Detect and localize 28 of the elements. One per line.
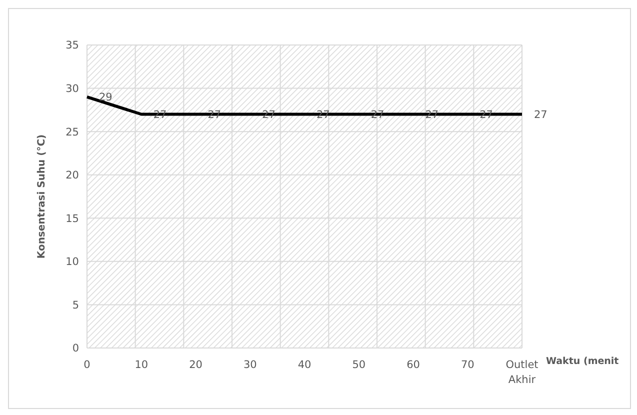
data-label: 27 [153, 108, 167, 121]
x-tick-label: Outlet Akhir [506, 359, 538, 386]
x-axis-title: Waktu (menit [546, 356, 620, 367]
y-tick-label: 5 [72, 299, 79, 312]
data-label: 27 [480, 108, 493, 121]
y-tick-label: 15 [66, 212, 79, 225]
y-tick-label: 30 [66, 83, 79, 96]
data-label: 27 [316, 108, 330, 121]
x-tick-label: 20 [189, 359, 202, 371]
data-label: 27 [262, 108, 276, 121]
x-tick-label: 70 [460, 359, 474, 371]
y-tick-label: 10 [66, 256, 79, 268]
y-tick-label: 0 [72, 342, 79, 355]
y-tick-label: 25 [66, 126, 79, 138]
data-label: 27 [534, 108, 548, 121]
x-tick-label: 40 [298, 359, 312, 371]
x-tick-label: 50 [352, 359, 366, 371]
x-tick-label: 0 [84, 359, 90, 371]
x-tick-label: 10 [134, 359, 148, 371]
data-label: 27 [208, 108, 222, 121]
data-label: 29 [99, 92, 112, 104]
y-axis-title: Konsentrasi Suhu (°C) [36, 134, 48, 259]
data-label: 27 [425, 108, 439, 121]
x-tick-label: 60 [406, 359, 420, 371]
data-label: 27 [370, 108, 384, 121]
y-tick-label: 35 [66, 40, 79, 52]
x-tick-label: 30 [243, 359, 257, 371]
y-tick-label: 20 [66, 170, 79, 182]
